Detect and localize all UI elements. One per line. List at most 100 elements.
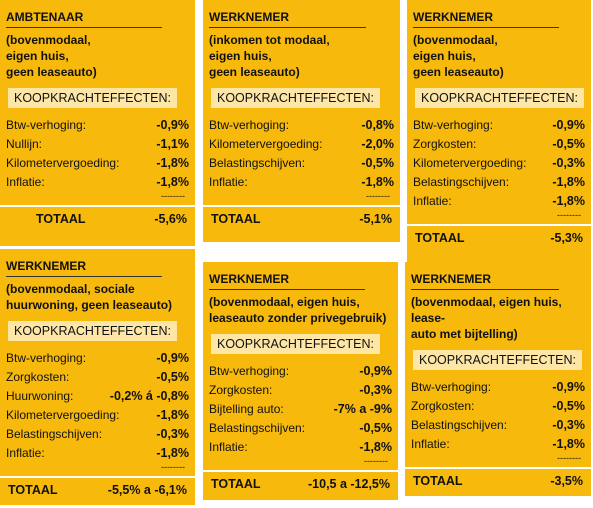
total-value: -5,3% [550, 231, 583, 245]
effect-value: -0,5% [359, 421, 392, 435]
effect-label: Belastingschijven: [209, 421, 306, 435]
effect-row: Bijtelling auto: -7% a -9% [209, 400, 392, 419]
panel-subtitle: auto met bijtelling) [411, 327, 518, 341]
total-label: TOTAAL [36, 212, 86, 226]
effect-label: Btw-verhoging: [413, 118, 494, 132]
effect-value: -0,3% [552, 156, 585, 170]
panel-subtitle: (bovenmodaal, eigen huis, [209, 295, 360, 309]
total-row: TOTAAL -5,3% [407, 224, 591, 245]
effect-value: -0,5% [361, 156, 394, 170]
effect-row: Btw-verhoging: -0,9% [413, 116, 585, 135]
panel-title: WERKNEMER [411, 266, 559, 290]
effect-value: -0,5% [552, 137, 585, 151]
effect-row: Belastingschijven: -0,3% [6, 425, 189, 444]
effect-value: -0,5% [552, 399, 585, 413]
effect-label: Belastingschijven: [411, 418, 508, 432]
total-row: TOTAAL -5,1% [203, 205, 400, 226]
effect-label: Zorgkosten: [6, 370, 70, 384]
panel: WERKNEMER (inkomen tot modaal, eigen huis,… [203, 0, 400, 242]
total-label: TOTAAL [415, 231, 465, 245]
effect-value: -7% a -9% [333, 402, 392, 416]
effect-row: Inflatie: -1,8% [209, 173, 394, 192]
panel-title: WERKNEMER [413, 4, 560, 28]
effect-row: Zorgkosten: -0,3% [209, 381, 392, 400]
effect-row: Zorgkosten: -0,5% [411, 397, 585, 416]
effect-row: Inflatie: -1,8% [413, 192, 585, 211]
total-value: -5,6% [154, 212, 187, 226]
effect-row: Inflatie: -1,8% [6, 173, 189, 192]
effect-row: Belastingschijven: -0,5% [209, 419, 392, 438]
separator: -------- [161, 191, 185, 201]
panel-title: WERKNEMER [6, 253, 162, 277]
effect-row: Btw-verhoging: -0,9% [411, 378, 585, 397]
section-label: KOOPKRACHTEFFECTEN: [211, 88, 380, 108]
effect-value: -1,1% [156, 137, 189, 151]
section-label: KOOPKRACHTEFFECTEN: [413, 350, 582, 370]
section-label: KOOPKRACHTEFFECTEN: [415, 88, 584, 108]
effect-label: Bijtelling auto: [209, 402, 284, 416]
effect-value: -0,3% [359, 383, 392, 397]
effect-label: Zorgkosten: [411, 399, 475, 413]
effect-label: Inflatie: [209, 440, 248, 454]
effect-row: Belastingschijven: -0,5% [209, 154, 394, 173]
effect-label: Inflatie: [6, 446, 45, 460]
separator: -------- [557, 210, 581, 220]
panel-subtitle: (bovenmodaal, [6, 33, 91, 47]
effect-label: Btw-verhoging: [6, 118, 87, 132]
effect-value: -0,9% [156, 118, 189, 132]
effect-value: -2,0% [361, 137, 394, 151]
effect-value: -1,8% [156, 446, 189, 460]
panel-subtitle: geen leaseauto) [209, 65, 300, 79]
panel-subtitle: (bovenmodaal, sociale [6, 282, 135, 296]
effect-row: Inflatie: -1,8% [6, 444, 189, 463]
effect-row: Btw-verhoging: -0,9% [6, 349, 189, 368]
effect-label: Btw-verhoging: [209, 364, 290, 378]
effect-label: Inflatie: [411, 437, 450, 451]
effect-value: -0,9% [552, 380, 585, 394]
effect-label: Kilometervergoeding: [209, 137, 323, 151]
total-value: -5,1% [359, 212, 392, 226]
panel-subtitle: eigen huis, [413, 49, 476, 63]
effect-value: -1,8% [156, 408, 189, 422]
effect-value: -1,8% [361, 175, 394, 189]
effect-value: -0,9% [359, 364, 392, 378]
effect-label: Inflatie: [413, 194, 452, 208]
effect-value: -0,9% [552, 118, 585, 132]
effect-value: -1,8% [156, 175, 189, 189]
effect-row: Belastingschijven: -1,8% [413, 173, 585, 192]
effect-row: Btw-verhoging: -0,8% [209, 116, 394, 135]
effect-row: Inflatie: -1,8% [411, 435, 585, 454]
effect-label: Inflatie: [6, 175, 45, 189]
effect-label: Belastingschijven: [209, 156, 306, 170]
effect-label: Inflatie: [209, 175, 248, 189]
effect-value: -1,8% [552, 437, 585, 451]
effect-row: Huurwoning: -0,2% á -0,8% [6, 387, 189, 406]
panel-subtitle: huurwoning, geen leaseauto) [6, 298, 173, 312]
effect-row: Zorgkosten: -0,5% [6, 368, 189, 387]
effect-value: -0,2% á -0,8% [109, 389, 189, 403]
total-label: TOTAAL [413, 474, 463, 488]
effect-label: Belastingschijven: [413, 175, 510, 189]
effect-value: -0,5% [156, 370, 189, 384]
total-row: TOTAAL -10,5 a -12,5% [203, 470, 398, 491]
section-label: KOOPKRACHTEFFECTEN: [8, 88, 177, 108]
effect-row: Kilometervergoeding: -1,8% [6, 154, 189, 173]
effect-value: -0,8% [361, 118, 394, 132]
panel-subtitle: geen leaseauto) [413, 65, 504, 79]
effect-row: Kilometervergoeding: -0,3% [413, 154, 585, 173]
panel: WERKNEMER (bovenmodaal, sociale huurwoning… [0, 249, 195, 505]
total-row: TOTAAL -5,6% [0, 205, 195, 226]
total-value: -5,5% a -6,1% [107, 483, 187, 497]
effect-label: Kilometervergoeding: [413, 156, 527, 170]
panel-subtitle: leaseauto zonder privegebruik) [209, 311, 387, 325]
effect-row: Belastingschijven: -0,3% [411, 416, 585, 435]
total-label: TOTAAL [211, 477, 261, 491]
effect-label: Btw-verhoging: [411, 380, 492, 394]
effect-row: Btw-verhoging: -0,9% [209, 362, 392, 381]
panel: WERKNEMER (bovenmodaal, eigen huis, geen le… [407, 0, 591, 262]
separator: -------- [366, 191, 390, 201]
effect-label: Kilometervergoeding: [6, 408, 120, 422]
panel-subtitle: eigen huis, [6, 49, 69, 63]
effect-label: Zorgkosten: [413, 137, 477, 151]
